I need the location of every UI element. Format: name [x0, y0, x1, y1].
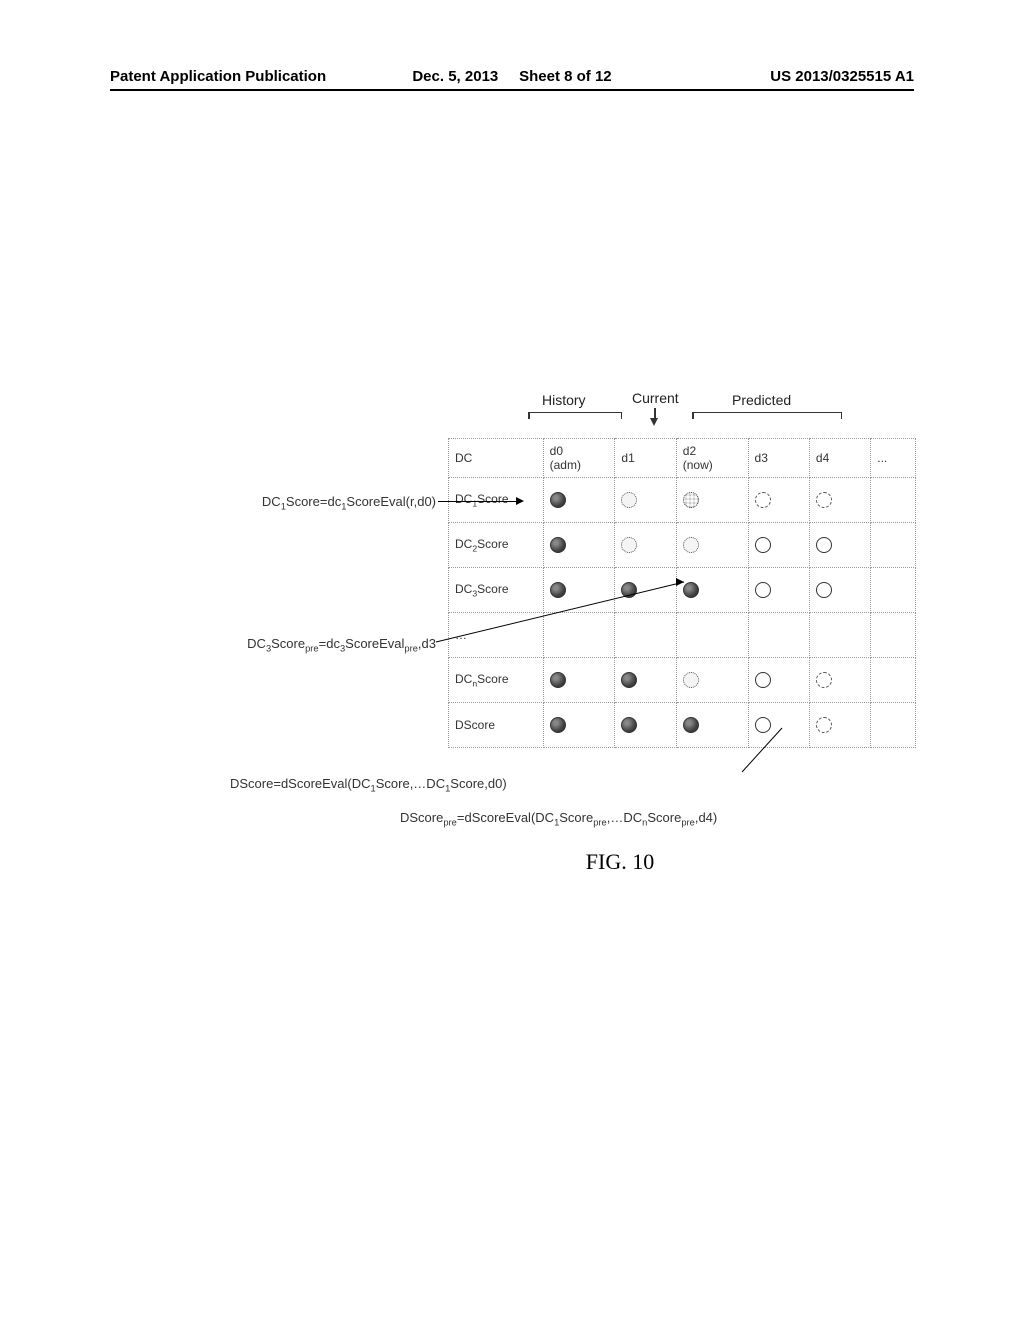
status-icon — [683, 537, 699, 553]
cell-icon — [676, 658, 748, 703]
table-row: DCnScore — [449, 658, 916, 703]
col-d2: d2 (now) — [676, 439, 748, 478]
cell-icon — [809, 658, 870, 703]
col-dc: DC — [449, 439, 544, 478]
status-icon — [683, 717, 699, 733]
col-d0: d0 (adm) — [543, 439, 615, 478]
status-icon — [621, 537, 637, 553]
page-header: Patent Application Publication Dec. 5, 2… — [110, 68, 914, 91]
figure-10: History Current Predicted DC1Score=dc1Sc… — [170, 410, 890, 875]
header-date: Dec. 5, 2013 — [412, 68, 498, 85]
col-more: ... — [871, 439, 916, 478]
cell-icon — [809, 568, 870, 613]
cell-icon — [748, 658, 809, 703]
status-icon — [621, 717, 637, 733]
status-icon — [621, 672, 637, 688]
status-icon — [550, 537, 566, 553]
cell-empty — [871, 703, 916, 748]
cell-icon — [809, 478, 870, 523]
bracket-row: History Current Predicted — [448, 410, 890, 438]
arrow-head-f1 — [516, 497, 524, 505]
arrow-line-f2 — [436, 578, 696, 648]
cell-icon — [615, 478, 676, 523]
cell-empty — [871, 478, 916, 523]
status-icon — [550, 672, 566, 688]
cell-icon — [543, 478, 615, 523]
cell-icon — [676, 478, 748, 523]
row-label: DScore — [449, 703, 544, 748]
cell-icon — [543, 523, 615, 568]
status-icon — [683, 492, 699, 508]
cell-icon — [543, 703, 615, 748]
status-icon — [755, 537, 771, 553]
status-icon — [816, 537, 832, 553]
cell-empty — [871, 658, 916, 703]
header-sheet: Sheet 8 of 12 — [519, 68, 612, 85]
label-history: History — [542, 392, 586, 408]
row-label: DC1Score — [449, 478, 544, 523]
cell-icon — [543, 658, 615, 703]
cell-empty — [871, 568, 916, 613]
table-header-row: DC d0 (adm) d1 d2 (now) d3 d4 ... — [449, 439, 916, 478]
status-icon — [755, 492, 771, 508]
status-icon — [816, 672, 832, 688]
table-row: DC2Score — [449, 523, 916, 568]
header-center: Dec. 5, 2013 Sheet 8 of 12 — [412, 68, 611, 85]
status-icon — [683, 672, 699, 688]
cell-icon — [809, 523, 870, 568]
formula-dc3scorepre: DC3Scorepre=dc3ScoreEvalpre,d3 — [22, 636, 436, 654]
status-icon — [755, 582, 771, 598]
label-predicted: Predicted — [732, 392, 791, 408]
cell-icon — [676, 523, 748, 568]
arrow-current-stem — [654, 408, 656, 418]
header-pubnum: US 2013/0325515 A1 — [770, 68, 914, 85]
col-d3: d3 — [748, 439, 809, 478]
row-label: DCnScore — [449, 658, 544, 703]
status-icon — [816, 492, 832, 508]
status-icon — [755, 672, 771, 688]
cell-icon — [615, 703, 676, 748]
bracket-history — [528, 412, 622, 419]
cell-icon — [748, 568, 809, 613]
arrow-line-f1 — [438, 501, 516, 502]
cell-icon — [748, 523, 809, 568]
arrow-current — [650, 418, 658, 426]
status-icon — [816, 582, 832, 598]
cell-icon — [615, 523, 676, 568]
arrow-line-fb2 — [730, 728, 830, 788]
table-row: DScore — [449, 703, 916, 748]
col-d1: d1 — [615, 439, 676, 478]
header-left: Patent Application Publication — [110, 68, 326, 85]
status-icon — [550, 492, 566, 508]
figure-caption: FIG. 10 — [350, 849, 890, 875]
col-d4: d4 — [809, 439, 870, 478]
formula-dscorepre: DScorepre=dScoreEval(DC1Scorepre,…DCnSco… — [400, 810, 890, 828]
label-current: Current — [632, 390, 679, 406]
cell-icon — [615, 658, 676, 703]
status-icon — [621, 492, 637, 508]
status-icon — [550, 717, 566, 733]
cell-empty — [871, 523, 916, 568]
bracket-predicted — [692, 412, 842, 419]
cell-icon — [748, 478, 809, 523]
row-label: DC2Score — [449, 523, 544, 568]
formula-dc1score: DC1Score=dc1ScoreEval(r,d0) — [22, 494, 436, 512]
